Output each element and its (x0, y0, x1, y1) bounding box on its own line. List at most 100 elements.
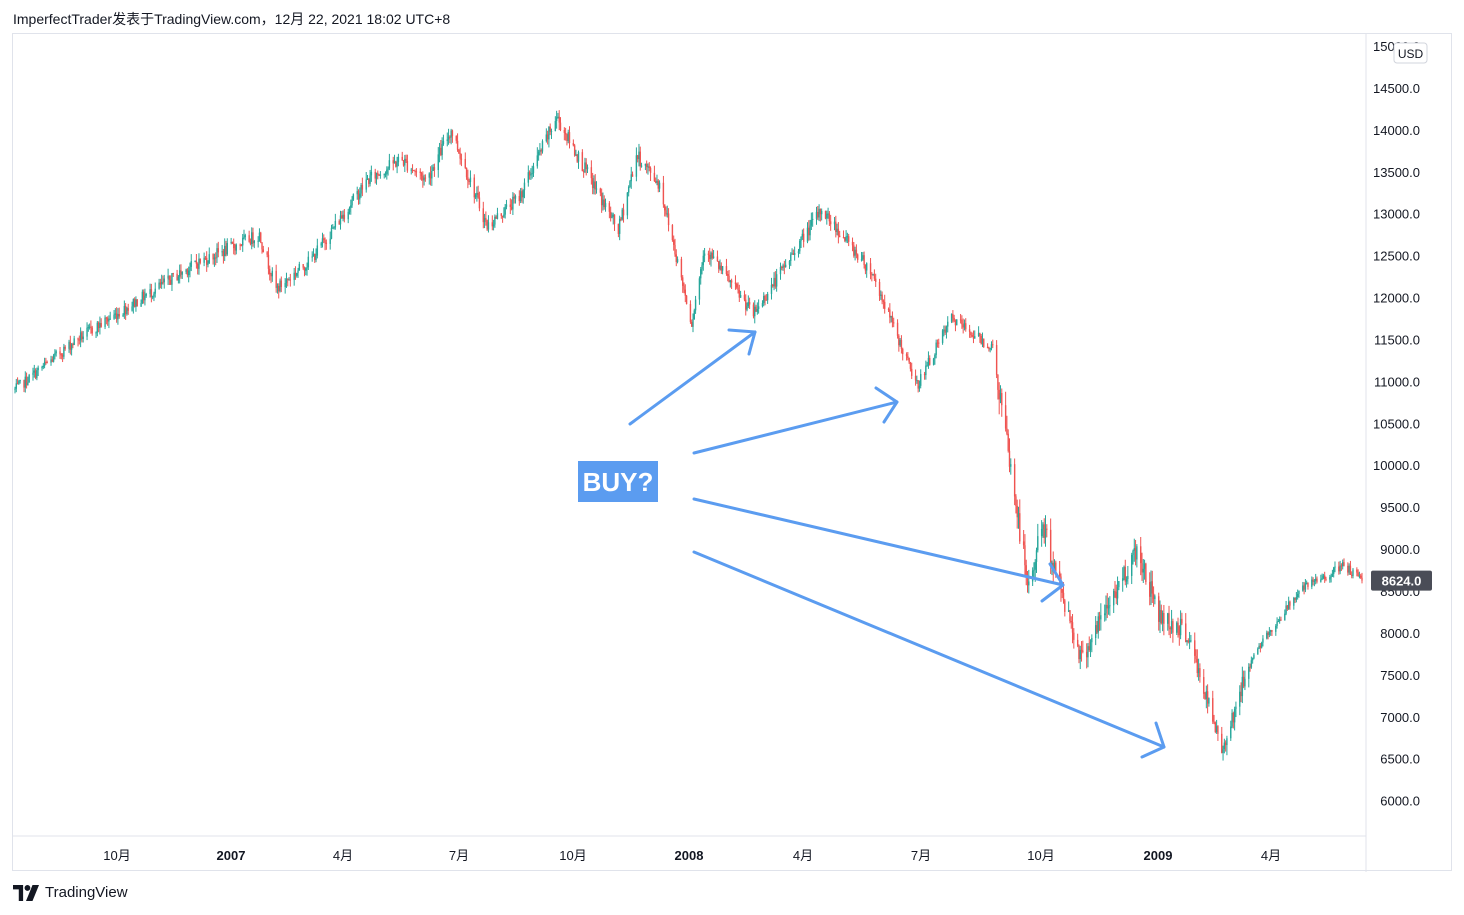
candle-body (459, 153, 461, 159)
candle-body (575, 154, 577, 156)
candle-body (863, 255, 865, 266)
price-tick-label: 9000.0 (1380, 542, 1420, 557)
price-tick-label: 13500.0 (1373, 165, 1420, 180)
candle-body (707, 253, 710, 255)
candle-body (180, 270, 182, 275)
candle-body (167, 275, 169, 279)
candle-body (460, 158, 463, 160)
candle-body (217, 248, 219, 253)
candle-body (334, 221, 337, 228)
candle-body (527, 172, 530, 183)
candle-body (1342, 562, 1344, 567)
candle-body (230, 241, 232, 244)
candle-body (1213, 721, 1215, 723)
candle-body (1159, 610, 1161, 622)
candle-body (604, 203, 607, 208)
candle-body (396, 162, 398, 167)
candle-body (899, 339, 901, 346)
candle-body (225, 245, 227, 255)
candle-body (546, 134, 549, 140)
candle-body (1194, 640, 1196, 656)
candle-body (311, 256, 313, 258)
candle-body (18, 381, 20, 384)
candle-body (773, 277, 775, 287)
candle-body (374, 171, 376, 179)
candle-body (559, 122, 562, 131)
candle-body (855, 249, 858, 255)
candle-body (370, 171, 373, 176)
candle-body (348, 207, 351, 212)
time-tick-label: 10月 (559, 848, 586, 863)
candle-body (846, 236, 849, 238)
arrow-head (1140, 721, 1166, 759)
time-tick-label: 4月 (793, 848, 813, 863)
candle-body (893, 322, 895, 324)
candle-body (109, 318, 111, 320)
price-tick-label: 6500.0 (1380, 752, 1420, 767)
candle-body (153, 293, 155, 297)
chart-frame[interactable]: 15000.014500.014000.013500.013000.012500… (12, 33, 1453, 872)
candle-body (145, 293, 147, 296)
candle-body (397, 156, 400, 163)
price-tick-label: 9500.0 (1380, 500, 1420, 515)
candle-body (294, 272, 297, 276)
candle-body (1294, 597, 1296, 600)
arrow-icon (692, 497, 1065, 603)
candle-body (1302, 585, 1304, 591)
candle-body (70, 344, 73, 350)
candle-body (1325, 578, 1327, 580)
candle-body (968, 329, 971, 332)
candle-body (558, 116, 560, 123)
candle-body (745, 299, 747, 310)
candle-body (1311, 579, 1313, 587)
candle-body (195, 260, 198, 264)
candle-body (352, 194, 355, 200)
candle-body (252, 232, 254, 244)
candle-body (504, 206, 506, 215)
candle-body (585, 162, 587, 170)
candle-body (595, 188, 598, 190)
price-chart[interactable]: 15000.014500.014000.013500.013000.012500… (13, 34, 1453, 872)
candle-body (25, 376, 28, 386)
candle-body (775, 274, 778, 287)
candle-body (1217, 726, 1219, 734)
candle-body (122, 314, 124, 317)
candle-body (293, 272, 295, 280)
candle-body (736, 283, 738, 288)
candle-body (91, 327, 93, 334)
candle-body (1295, 597, 1298, 600)
candle-body (1242, 676, 1245, 687)
candle-body (199, 258, 201, 263)
candle-body (1163, 613, 1165, 624)
candle-body (1043, 524, 1045, 538)
candle-body (683, 285, 685, 290)
candle-body (1285, 605, 1287, 614)
candle-body (943, 329, 945, 331)
candle-body (492, 224, 495, 227)
candle-body (1322, 575, 1325, 579)
time-tick-label: 2009 (1144, 848, 1173, 863)
candle-body (925, 365, 927, 376)
candle-body (1062, 592, 1065, 601)
candle-body (725, 266, 728, 275)
candle-body (1214, 722, 1217, 732)
candle-body (368, 178, 370, 184)
candle-body (339, 215, 342, 225)
candle-body (810, 219, 813, 226)
candle-body (1330, 576, 1332, 578)
candle-body (1360, 575, 1362, 578)
candle-body (315, 255, 317, 261)
candle-body (1133, 548, 1135, 551)
candle-body (1100, 615, 1102, 620)
candle-body (970, 331, 972, 336)
candle-body (992, 344, 994, 346)
candle-body (251, 232, 253, 245)
candle-body (369, 175, 371, 184)
candle-body (671, 225, 674, 241)
footer[interactable]: TradingView (13, 884, 128, 901)
candle-body (1016, 505, 1018, 518)
candle-body (495, 216, 497, 219)
candle-body (622, 209, 625, 216)
price-tick-label: 13000.0 (1373, 207, 1420, 222)
candle-body (196, 263, 199, 269)
